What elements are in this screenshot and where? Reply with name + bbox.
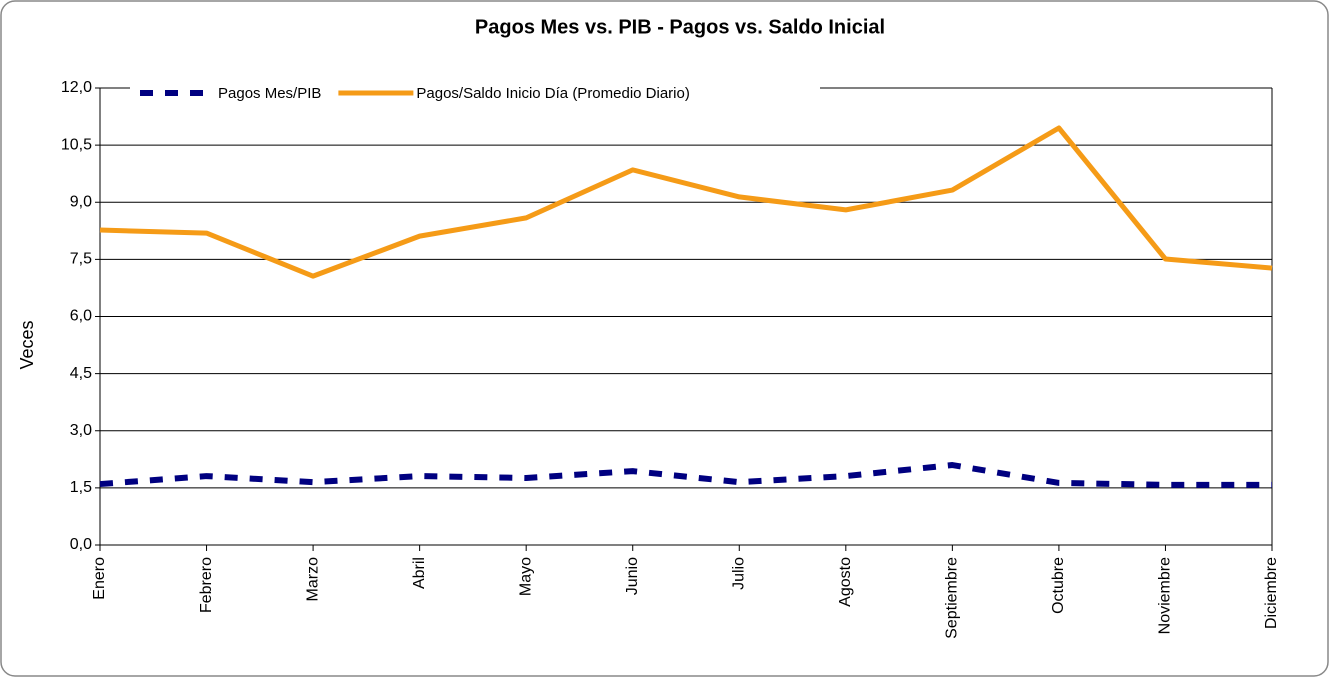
x-tick-label: Julio [730,557,747,590]
legend-box [130,81,820,103]
y-tick-label: 12,0 [61,79,92,96]
y-tick-label: 10,5 [61,136,92,153]
y-tick-label: 7,5 [70,251,92,268]
x-tick-label: Febrero [198,557,215,613]
x-tick-label: Enero [91,557,108,600]
y-axis-label: Veces [17,320,37,369]
x-tick-label: Agosto [837,557,854,607]
x-tick-label: Abril [411,557,428,589]
x-tick-label: Mayo [517,557,534,596]
y-tick-label: 6,0 [70,308,92,325]
x-tick-label: Octubre [1050,557,1067,614]
series-line [99,125,1273,279]
x-tick-label: Junio [624,557,641,595]
legend-label: Pagos/Saldo Inicio Día (Promedio Diario) [416,85,689,102]
x-tick-label: Diciembre [1263,557,1280,629]
x-tick-label: Noviembre [1157,557,1174,634]
x-tick-label: Marzo [304,557,321,602]
series-line [99,462,1272,488]
y-tick-label: 3,0 [70,422,92,439]
y-tick-label: 1,5 [70,479,92,496]
chart-title: Pagos Mes vs. PIB - Pagos vs. Saldo Inic… [475,16,885,38]
y-tick-label: 9,0 [70,193,92,210]
y-tick-label: 4,5 [70,365,92,382]
y-tick-label: 0,0 [70,536,92,553]
x-tick-label: Septiembre [944,557,961,639]
legend-label: Pagos Mes/PIB [218,85,321,102]
